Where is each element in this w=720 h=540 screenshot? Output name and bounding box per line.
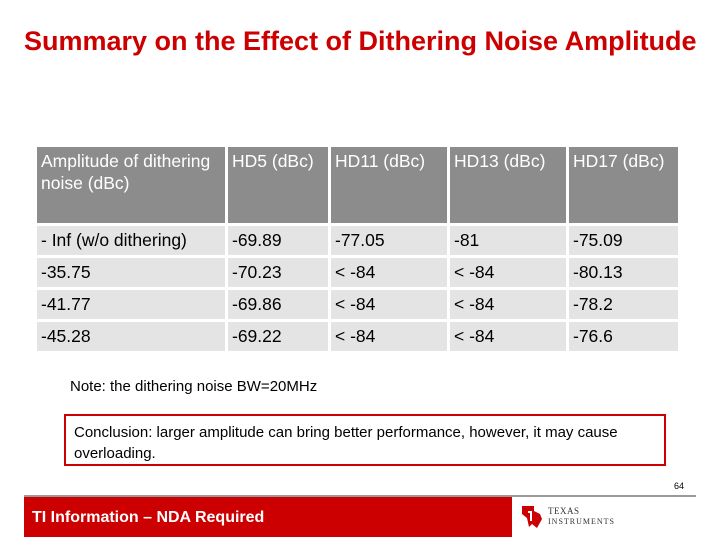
table-cell: -45.28 xyxy=(37,322,225,351)
table-row: - Inf (w/o dithering) -69.89 -77.05 -81 … xyxy=(37,226,678,255)
company-logo: TEXAS INSTRUMENTS xyxy=(512,497,696,537)
header-amplitude: Amplitude of dithering noise (dBc) xyxy=(37,147,225,223)
table-cell: -69.86 xyxy=(228,290,328,319)
table-cell: -81 xyxy=(450,226,566,255)
table-cell: -77.05 xyxy=(331,226,447,255)
table-cell: < -84 xyxy=(331,258,447,287)
table-cell: < -84 xyxy=(450,290,566,319)
table-cell: < -84 xyxy=(331,322,447,351)
header-hd17: HD17 (dBc) xyxy=(569,147,678,223)
page-number: 64 xyxy=(674,481,685,491)
slide-title: Summary on the Effect of Dithering Noise… xyxy=(24,26,697,56)
logo-text-texas: TEXAS xyxy=(548,506,580,516)
header-hd13: HD13 (dBc) xyxy=(450,147,566,223)
table-cell: < -84 xyxy=(450,258,566,287)
table-row: -41.77 -69.86 < -84 < -84 -78.2 xyxy=(37,290,678,319)
table-cell: -78.2 xyxy=(569,290,678,319)
conclusion-box: Conclusion: larger amplitude can bring b… xyxy=(64,414,666,466)
bandwidth-note: Note: the dithering noise BW=20MHz xyxy=(70,378,318,395)
table-cell: < -84 xyxy=(331,290,447,319)
table-row: -45.28 -69.22 < -84 < -84 -76.6 xyxy=(37,322,678,351)
texas-instruments-logo-icon xyxy=(522,506,542,528)
footer-banner: TI Information – NDA Required xyxy=(24,497,512,537)
header-hd11: HD11 (dBc) xyxy=(331,147,447,223)
table-cell: -69.22 xyxy=(228,322,328,351)
header-hd5: HD5 (dBc) xyxy=(228,147,328,223)
logo-text-instruments: INSTRUMENTS xyxy=(548,517,616,526)
table-cell: -75.09 xyxy=(569,226,678,255)
table-cell: -70.23 xyxy=(228,258,328,287)
table-cell: -80.13 xyxy=(569,258,678,287)
table-header-row: Amplitude of dithering noise (dBc) HD5 (… xyxy=(37,147,678,223)
table-cell: -35.75 xyxy=(37,258,225,287)
table-cell: -41.77 xyxy=(37,290,225,319)
table-cell: -69.89 xyxy=(228,226,328,255)
nda-label: TI Information – NDA Required xyxy=(32,509,265,526)
table-row: -35.75 -70.23 < -84 < -84 -80.13 xyxy=(37,258,678,287)
table-cell: < -84 xyxy=(450,322,566,351)
table-cell: - Inf (w/o dithering) xyxy=(37,226,225,255)
dithering-results-table: Amplitude of dithering noise (dBc) HD5 (… xyxy=(34,144,681,354)
table-cell: -76.6 xyxy=(569,322,678,351)
footer-divider xyxy=(24,495,696,497)
